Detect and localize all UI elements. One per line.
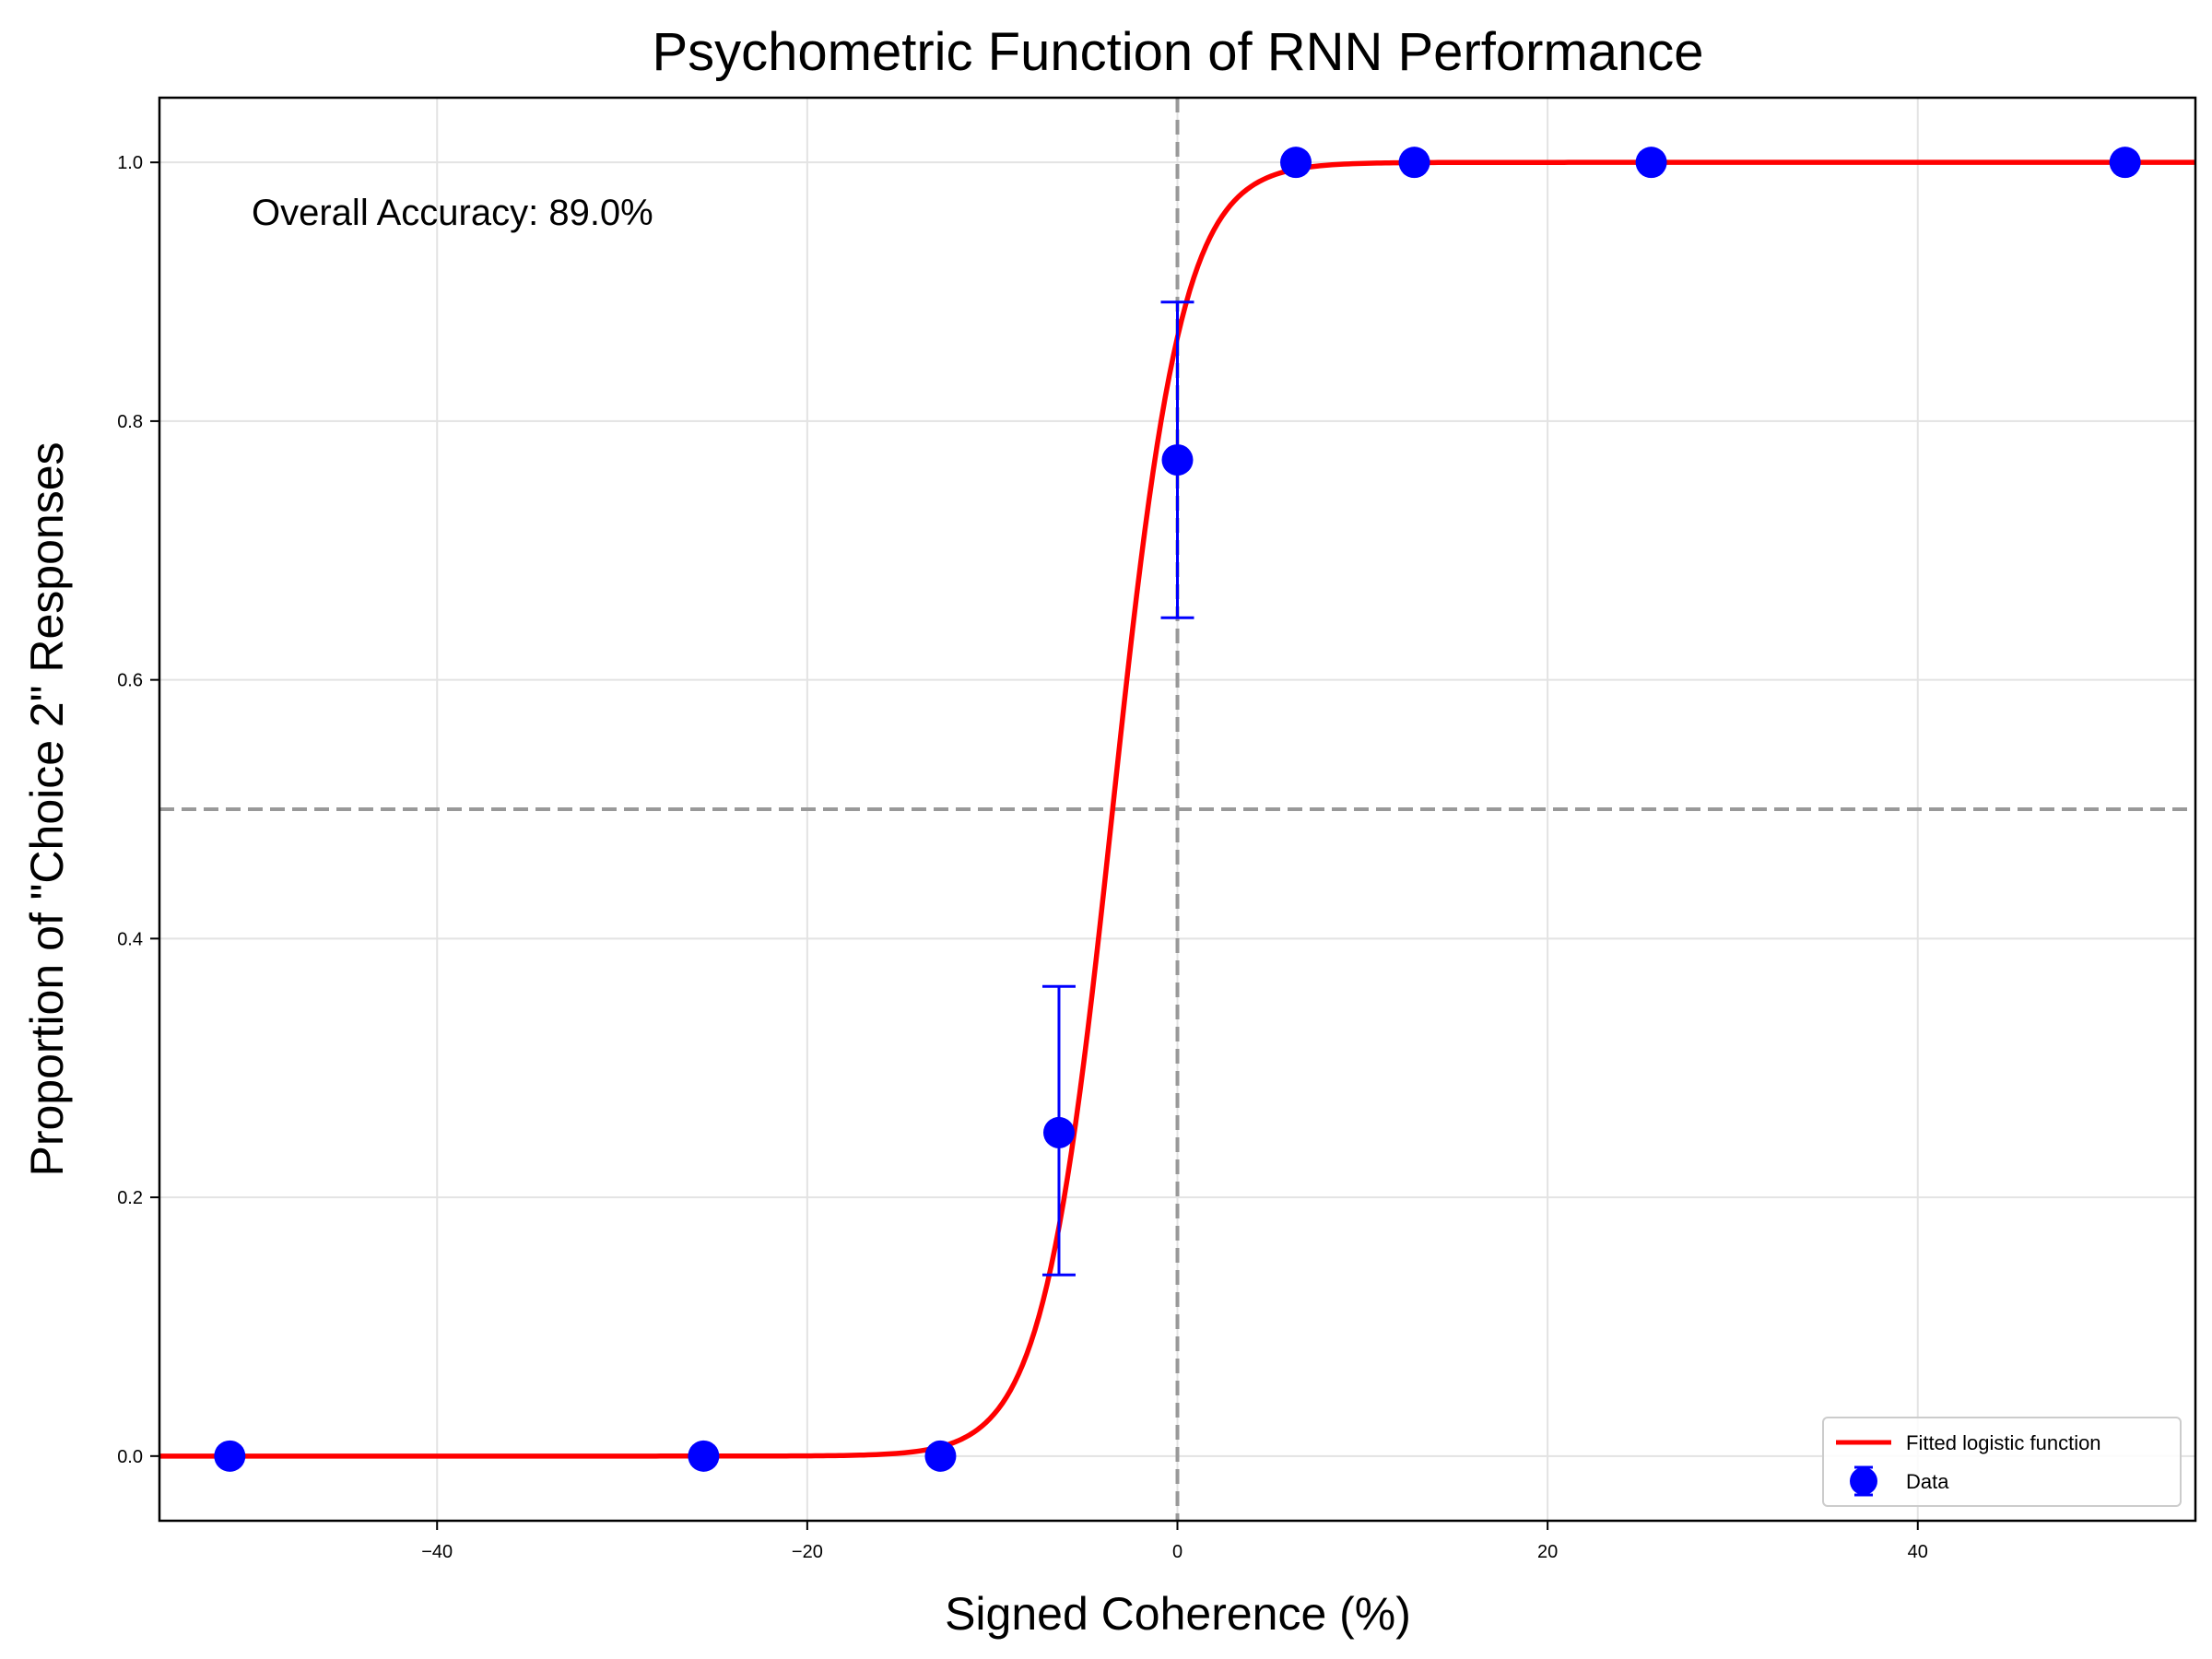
y-ticks: 0.0 0.2 0.4 0.6 0.8 1.0 — [117, 153, 159, 1467]
data-point — [1398, 147, 1430, 179]
legend: Fitted logistic function Data — [1822, 1417, 2182, 1507]
legend-label-data: Data — [1906, 1470, 1949, 1493]
reference-lines — [159, 98, 2195, 1521]
y-tick-label: 0.2 — [117, 1188, 143, 1208]
x-tick-label: 40 — [1908, 1542, 1928, 1562]
data-point — [1280, 147, 1312, 179]
x-axis-label: Signed Coherence (%) — [945, 1588, 1411, 1640]
data-point — [688, 1440, 720, 1472]
x-ticks: −40 −20 0 20 40 — [421, 1521, 1928, 1562]
legend-box — [1822, 1417, 2182, 1507]
data-point — [1161, 444, 1194, 477]
x-tick-label: −20 — [792, 1542, 823, 1562]
y-tick-label: 0.8 — [117, 412, 143, 432]
y-tick-label: 0.0 — [117, 1447, 143, 1467]
y-tick-label: 0.6 — [117, 671, 143, 691]
data-point — [1042, 1116, 1075, 1148]
accuracy-annotation: Overall Accuracy: 89.0% — [252, 193, 653, 233]
data-points — [214, 147, 2141, 1472]
x-tick-label: 0 — [1172, 1542, 1182, 1562]
legend-label-fit: Fitted logistic function — [1906, 1431, 2101, 1454]
chart-title: Psychometric Function of RNN Performance — [652, 22, 1703, 82]
y-tick-label: 1.0 — [117, 153, 143, 173]
x-tick-label: −40 — [421, 1542, 453, 1562]
data-point — [1635, 147, 1667, 179]
legend-marker-swatch — [1850, 1467, 1877, 1495]
data-point — [214, 1440, 246, 1472]
y-axis-label: Proportion of "Choice 2" Responses — [21, 441, 73, 1176]
y-tick-label: 0.4 — [117, 929, 143, 949]
data-point — [924, 1440, 957, 1472]
data-point — [2109, 147, 2141, 179]
x-tick-label: 20 — [1537, 1542, 1558, 1562]
